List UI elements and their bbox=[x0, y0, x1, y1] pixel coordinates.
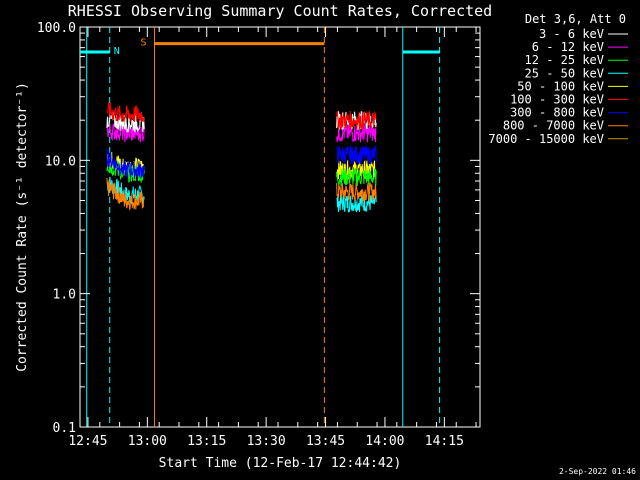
y-axis: 100.0 10.0 1.0 0.1 bbox=[37, 21, 480, 436]
chart-title: RHESSI Observing Summary Count Rates, Co… bbox=[68, 2, 492, 20]
series-line-4-p2 bbox=[336, 193, 377, 214]
series-line-3-p2 bbox=[336, 168, 377, 187]
legend-header: Det 3,6, Att 0 bbox=[525, 12, 626, 26]
y-tick-label: 0.1 bbox=[53, 421, 76, 436]
status-bars: NS bbox=[80, 38, 440, 57]
x-tick-label: 13:45 bbox=[306, 434, 345, 449]
vertical-lines bbox=[86, 27, 441, 427]
series-line-7-p1 bbox=[106, 148, 145, 179]
series-group bbox=[106, 102, 377, 214]
series-line-7-p2 bbox=[336, 144, 377, 165]
x-tick-label: 13:30 bbox=[247, 434, 286, 449]
night-bar-label: N bbox=[114, 46, 120, 57]
x-tick-label: 13:15 bbox=[187, 434, 226, 449]
plot-frame bbox=[79, 26, 481, 428]
legend-label-3: 12 - 25 keV bbox=[525, 53, 604, 67]
footer-timestamp: 2-Sep-2022 01:46 bbox=[559, 467, 636, 476]
legend-label-4: 25 - 50 keV bbox=[525, 66, 604, 80]
legend-label-5: 50 - 100 keV bbox=[517, 79, 604, 93]
y-tick-label: 10.0 bbox=[45, 154, 76, 169]
x-axis-label: Start Time (12-Feb-17 12:44:42) bbox=[159, 456, 402, 471]
saa-bar-label: S bbox=[140, 38, 146, 49]
y-tick-label: 100.0 bbox=[37, 21, 76, 36]
series-line-6-p1 bbox=[106, 102, 145, 123]
x-tick-label: 14:15 bbox=[425, 434, 464, 449]
x-axis: 12:45 13:00 13:15 13:30 13:45 14:00 14:15 bbox=[68, 27, 477, 449]
x-tick-label: 13:00 bbox=[128, 434, 167, 449]
legend-label-9: 7000 - 15000 keV bbox=[488, 132, 604, 146]
legend-label-6: 100 - 300 keV bbox=[510, 93, 604, 107]
y-tick-label: 1.0 bbox=[53, 288, 76, 303]
legend-label-1: 3 - 6 keV bbox=[539, 27, 604, 41]
series-line-6-p2 bbox=[336, 109, 377, 131]
legend-label-2: 6 - 12 keV bbox=[532, 40, 604, 54]
series-line-8-p1 bbox=[106, 177, 145, 211]
series-line-8-p2 bbox=[336, 182, 377, 202]
y-axis-label: Corrected Count Rate (s⁻¹ detector⁻¹) bbox=[15, 82, 30, 372]
legend-label-7: 300 - 800 keV bbox=[510, 106, 604, 120]
x-tick-label: 12:45 bbox=[68, 434, 107, 449]
legend-label-8: 800 - 7000 keV bbox=[503, 119, 604, 133]
x-tick-label: 14:00 bbox=[365, 434, 404, 449]
